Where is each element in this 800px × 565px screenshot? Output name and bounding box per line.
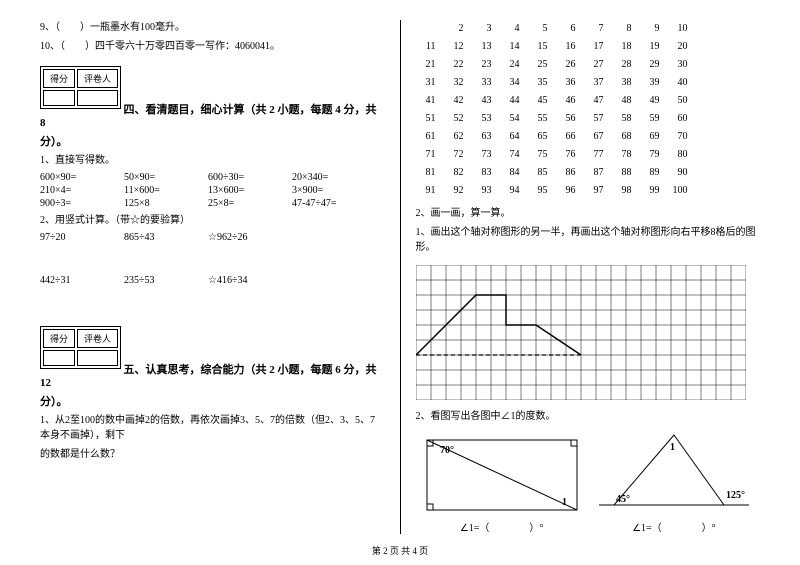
score-box-5: 得分评卷人 — [40, 326, 121, 369]
number-grid: 2345678910111213141516171819202122232425… — [416, 20, 761, 200]
section4-tail: 分）。 — [40, 133, 385, 149]
symmetry-grid — [416, 265, 746, 400]
score-box-4: 得分评卷人 — [40, 66, 121, 109]
s5-1a: 1、从2至100的数中画掉2的倍数，再依次画掉3、5、7的倍数（但2、3、5、7… — [40, 413, 385, 443]
s4-2: 2、用竖式计算。（带☆的要验算） — [40, 213, 385, 228]
q10: 10、（ ）四千零六十万零四百零一写作：4060041。 — [40, 39, 385, 54]
section5-tail: 分）。 — [40, 393, 385, 409]
s4-1: 1、直接写得数。 — [40, 153, 385, 168]
answer-1: ∠1=（ ）° — [460, 519, 544, 534]
r2-1: 1、画出这个轴对称图形的另一半，再画出这个轴对称图形向右平移8格后的图形。 — [416, 225, 761, 255]
svg-text:70°: 70° — [440, 445, 454, 456]
triangle-1: 70° 1 — [422, 435, 582, 515]
answer-2: ∠1=（ ）° — [632, 519, 716, 534]
svg-text:45°: 45° — [616, 494, 630, 505]
page-footer: 第 2 页 共 4 页 — [0, 544, 800, 557]
r2-2: 2、看图写出各图中∠1的度数。 — [416, 409, 761, 424]
vert-row-2: 442÷31235÷53☆416÷34 — [40, 275, 385, 286]
calc-block: 600×90=50×90=600÷30=20×340=210×4=11×600=… — [40, 172, 385, 209]
triangle-row: 70° 1 45° 125° 1 — [416, 430, 761, 515]
answer-row: ∠1=（ ）° ∠1=（ ）° — [416, 519, 761, 534]
q9: 9、（ ）一瓶墨水有100毫升。 — [40, 20, 385, 35]
vert-row-1: 97÷20865÷43☆962÷26 — [40, 232, 385, 243]
svg-text:125°: 125° — [726, 490, 745, 501]
s5-1b: 的数都是什么数？ — [40, 447, 385, 462]
svg-text:1: 1 — [562, 497, 567, 508]
triangle-2: 45° 125° 1 — [594, 430, 754, 515]
r2-title: 2、画一画，算一算。 — [416, 206, 761, 221]
